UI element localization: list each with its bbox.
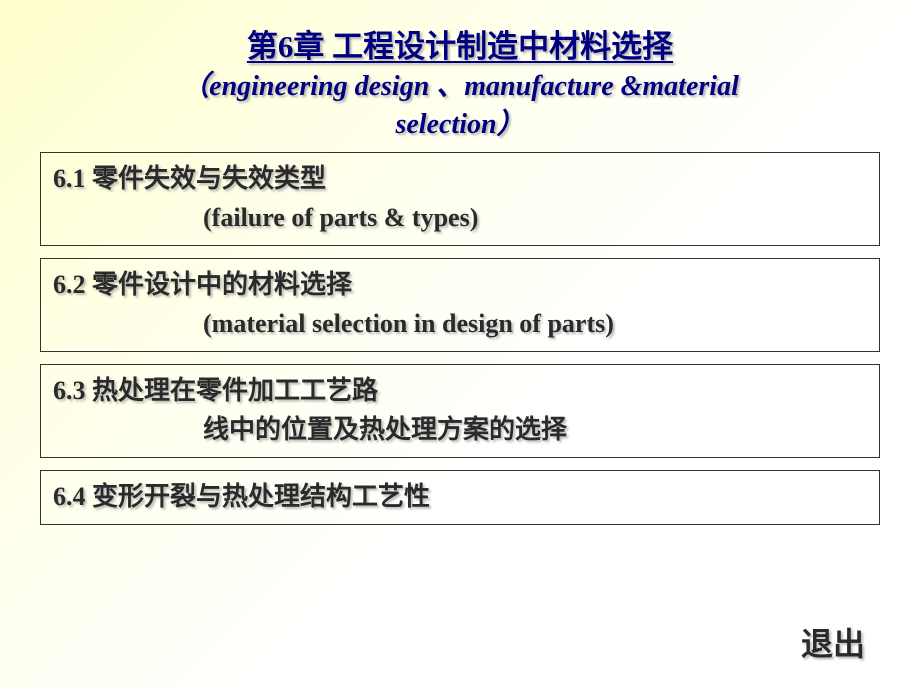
chapter-title-block: 第6章 工程设计制造中材料选择 （engineering design 、man…: [0, 25, 920, 144]
section-heading: 6.4 变形开裂与热处理结构工艺性: [53, 477, 867, 516]
slide-container: 第6章 工程设计制造中材料选择 （engineering design 、man…: [0, 0, 920, 690]
chapter-title-sub-1: （engineering design 、manufacture &materi…: [40, 68, 880, 106]
section-subheading: 线中的位置及热处理方案的选择: [53, 410, 867, 449]
section-heading: 6.3 热处理在零件加工工艺路: [53, 371, 867, 410]
chapter-title-sub-2: selection）: [40, 106, 880, 144]
exit-button[interactable]: 退出: [801, 619, 865, 665]
section-heading: 6.2 零件设计中的材料选择: [53, 265, 867, 304]
section-box-6-1[interactable]: 6.1 零件失效与失效类型 (failure of parts & types): [40, 152, 880, 246]
section-box-6-2[interactable]: 6.2 零件设计中的材料选择 (material selection in de…: [40, 258, 880, 352]
section-subheading: (material selection in design of parts): [53, 304, 867, 343]
section-heading: 6.1 零件失效与失效类型: [53, 159, 867, 198]
section-box-6-4[interactable]: 6.4 变形开裂与热处理结构工艺性: [40, 470, 880, 525]
chapter-title-main: 第6章 工程设计制造中材料选择: [40, 25, 880, 68]
section-subheading: (failure of parts & types): [53, 198, 867, 237]
section-box-6-3[interactable]: 6.3 热处理在零件加工工艺路 线中的位置及热处理方案的选择: [40, 364, 880, 458]
